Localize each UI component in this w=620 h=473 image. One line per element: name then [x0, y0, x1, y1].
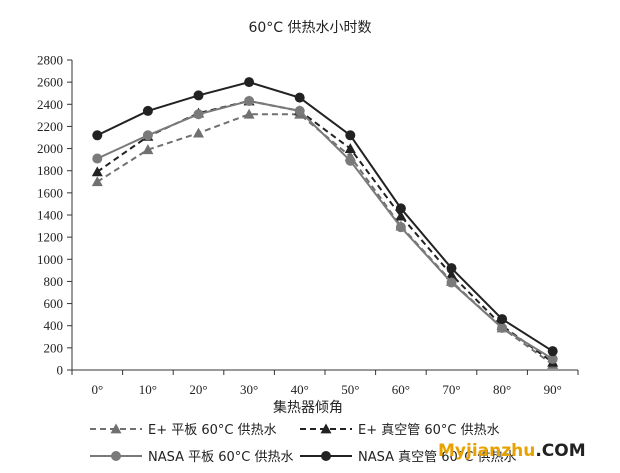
data-point: [446, 269, 457, 280]
data-point: [193, 127, 204, 138]
x-tick-label: 10°: [139, 382, 157, 397]
watermark: Myjianzhu.COM: [438, 441, 586, 461]
y-tick-label: 2800: [37, 53, 63, 68]
data-point: [193, 90, 204, 101]
x-tick-label: 40°: [291, 382, 309, 397]
legend-item-2: E+ 真空管 60°C 供热水: [300, 423, 500, 438]
data-point: [547, 346, 558, 357]
y-tick-label: 2000: [37, 141, 63, 156]
x-tick-label: 80°: [493, 382, 511, 397]
series-1: [91, 108, 559, 369]
svg-text:Myjianzhu.COM: Myjianzhu.COM: [438, 441, 586, 461]
legend-item-3: NASA 平板 60°C 供热水: [90, 450, 294, 465]
data-point: [345, 155, 356, 166]
data-point: [244, 77, 255, 88]
data-point: [92, 130, 103, 141]
legend-swatch-marker: [320, 423, 332, 434]
data-point: [91, 166, 103, 177]
data-point: [446, 263, 457, 274]
y-tick-label: 1600: [37, 185, 63, 200]
series-line: [96, 81, 554, 353]
data-point: [193, 109, 204, 120]
data-point: [395, 222, 406, 233]
data-point: [497, 314, 508, 325]
x-tick-label: 20°: [189, 382, 207, 397]
legend-label: E+ 真空管 60°C 供热水: [358, 423, 500, 438]
legend-swatch-marker: [110, 423, 122, 434]
legend-swatch-marker: [111, 451, 121, 461]
y-tick-label: 1000: [37, 252, 63, 267]
legend-swatch-marker: [321, 451, 331, 461]
data-point: [344, 143, 356, 153]
data-point: [294, 92, 305, 103]
x-tick-label: 60°: [392, 382, 410, 397]
y-tick-label: 1400: [37, 208, 63, 223]
x-tick-label: 30°: [240, 382, 258, 397]
watermark-part2: .COM: [535, 441, 585, 461]
legend-label: NASA 平板 60°C 供热水: [148, 450, 294, 465]
y-tick-label: 1800: [37, 163, 63, 178]
y-tick-label: 2400: [37, 97, 63, 112]
y-tick-label: 1200: [37, 230, 63, 245]
x-tick-label: 0°: [91, 382, 103, 397]
x-tick-label: 50°: [341, 382, 359, 397]
legend-item-1: E+ 平板 60°C 供热水: [90, 423, 277, 438]
chart-title: 60°C 供热水小时数: [248, 20, 371, 36]
legend-label: NASA 真空管 60°C 供热水: [358, 450, 517, 465]
x-axis-ticks: 0° 10° 20° 30° 40° 50° 60° 70° 80° 90°: [71, 370, 579, 397]
data-point: [92, 153, 103, 164]
data-point: [547, 353, 558, 364]
legend-item-4: NASA 真空管 60°C 供热水: [300, 450, 517, 465]
y-tick-label: 400: [44, 318, 64, 333]
y-tick-label: 200: [44, 340, 64, 355]
series-3: [92, 95, 558, 364]
data-point: [91, 176, 103, 187]
series-4: [92, 77, 558, 357]
y-tick-label: 800: [44, 274, 64, 289]
series-layer: [91, 77, 559, 369]
data-point: [497, 322, 508, 333]
data-point: [142, 130, 153, 141]
x-tick-label: 70°: [442, 382, 460, 397]
y-tick-label: 0: [57, 363, 64, 378]
data-point: [446, 277, 457, 288]
data-point: [294, 105, 305, 116]
series-line: [96, 99, 554, 364]
data-point: [244, 95, 255, 106]
y-tick-label: 2200: [37, 119, 63, 134]
y-axis-ticks: 0 200 400 600 800 1000 1200 1400 1600 1800 2000 220…: [37, 53, 72, 378]
series-line: [96, 113, 554, 366]
y-tick-label: 2600: [37, 75, 63, 90]
data-point: [395, 210, 407, 221]
x-axis-label: 集热器倾角: [273, 399, 343, 416]
data-point: [142, 105, 153, 116]
data-point: [142, 144, 154, 155]
series-line: [96, 99, 554, 360]
data-point: [395, 203, 406, 214]
data-point: [345, 130, 356, 141]
legend-label: E+ 平板 60°C 供热水: [148, 423, 277, 438]
legend: E+ 平板 60°C 供热水 E+ 真空管 60°C 供热水 NASA 平板 60°…: [90, 423, 517, 465]
watermark-part1: Myjianzhu: [438, 441, 535, 461]
y-tick-label: 600: [44, 296, 64, 311]
x-tick-label: 90°: [544, 382, 562, 397]
data-point: [243, 108, 255, 119]
